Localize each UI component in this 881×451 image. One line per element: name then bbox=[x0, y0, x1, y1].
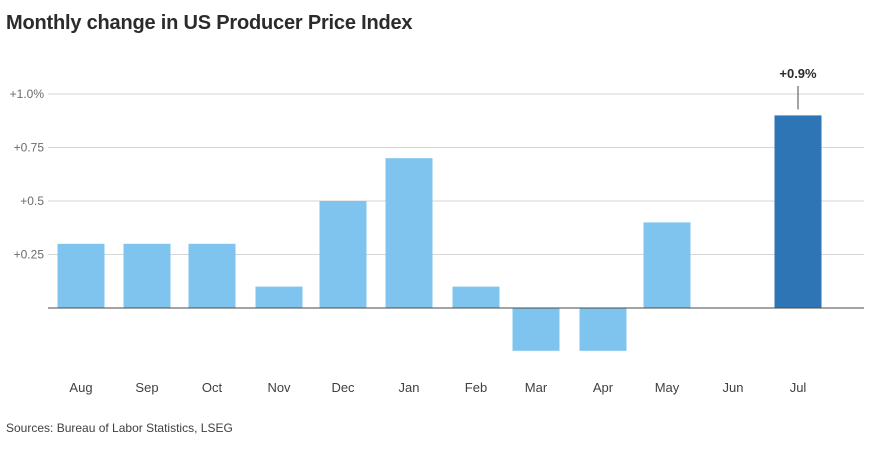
annotation-label: +0.9% bbox=[779, 66, 817, 81]
x-tick-label: Apr bbox=[593, 380, 614, 395]
bar-oct bbox=[188, 243, 236, 308]
gridlines bbox=[48, 93, 864, 255]
bar-aug bbox=[57, 243, 105, 308]
x-tick-label: Jun bbox=[723, 380, 744, 395]
labels: +1.0% +0.75 +0.5 +0.25 Aug Sep Oct Nov Dec Jan Feb… bbox=[10, 66, 817, 395]
chart-title: Monthly change in US Producer Price Inde… bbox=[6, 12, 413, 34]
bar-sep bbox=[123, 243, 171, 308]
bar-may bbox=[643, 222, 691, 308]
bar-feb bbox=[452, 286, 500, 308]
bar-jan bbox=[385, 158, 433, 308]
x-tick-label: May bbox=[655, 380, 680, 395]
y-tick-label: +0.5 bbox=[20, 194, 44, 208]
y-tick-label: +1.0% bbox=[10, 87, 45, 101]
x-tick-label: Sep bbox=[135, 380, 158, 395]
source-note: Sources: Bureau of Labor Statistics, LSE… bbox=[6, 421, 233, 435]
bars bbox=[57, 115, 822, 351]
bar-dec bbox=[319, 201, 367, 308]
bar-jul bbox=[774, 115, 822, 309]
bar-nov bbox=[255, 286, 303, 308]
x-tick-label: Jul bbox=[790, 380, 807, 395]
bar-mar bbox=[512, 308, 560, 351]
x-tick-label: Feb bbox=[465, 380, 487, 395]
x-tick-label: Jan bbox=[399, 380, 420, 395]
y-tick-label: +0.75 bbox=[14, 141, 45, 155]
x-tick-label: Dec bbox=[331, 380, 355, 395]
x-tick-label: Aug bbox=[69, 380, 92, 395]
y-tick-label: +0.25 bbox=[14, 248, 45, 262]
x-tick-label: Oct bbox=[202, 380, 223, 395]
x-tick-label: Nov bbox=[267, 380, 291, 395]
bar-apr bbox=[579, 308, 627, 351]
x-tick-label: Mar bbox=[525, 380, 548, 395]
